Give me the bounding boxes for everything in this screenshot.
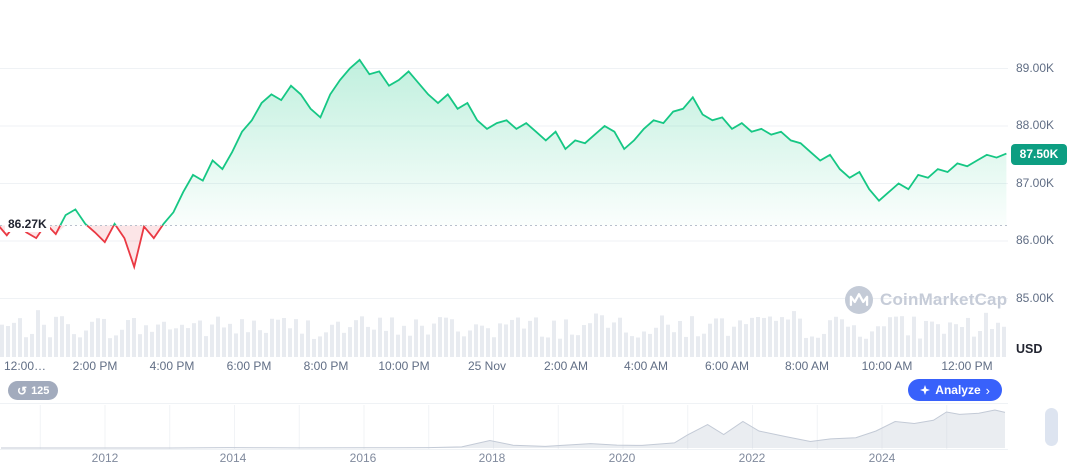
x-axis-label: 8:00 PM	[303, 359, 349, 373]
open-price-label: 86.27K	[5, 216, 50, 233]
price-area-down	[0, 225, 1007, 267]
history-icon: ↺	[17, 383, 28, 398]
y-axis-label: 86.00K	[1016, 233, 1055, 247]
minimap-year-label: 2012	[91, 451, 119, 465]
minimap-year-label: 2020	[608, 451, 636, 465]
minimap-year-labels: 2012 2014 2016 2018 2020 2022 2024	[0, 451, 1008, 466]
history-pill[interactable]: ↺ 125	[8, 381, 59, 400]
minimap-year-label: 2016	[349, 451, 377, 465]
volume-bars	[0, 310, 1006, 357]
price-area-up	[0, 59, 1007, 226]
analyze-sparkle-icon	[920, 385, 931, 395]
x-axis-label: 4:00 AM	[623, 359, 669, 373]
y-axis-label: 88.00K	[1016, 118, 1055, 132]
price-chart-svg[interactable]	[0, 0, 1008, 358]
x-axis-label: 10:00 PM	[378, 359, 430, 373]
chevron-right-icon: ›	[985, 382, 990, 398]
coinmarketcap-logo-icon	[845, 286, 873, 314]
minimap-year-label: 2014	[219, 451, 247, 465]
minimap-year-label: 2018	[478, 451, 506, 465]
history-count: 125	[31, 384, 50, 397]
chart-controls-row: ↺ 125 Analyze ›	[0, 377, 1072, 403]
minimap-year-label: 2024	[868, 451, 896, 465]
minimap-bottom-divider	[0, 449, 1008, 450]
analyze-label: Analyze	[935, 383, 981, 397]
x-axis-label: 12:00…	[3, 359, 47, 373]
x-axis-label: 2:00 PM	[72, 359, 118, 373]
current-price-badge: 87.50K	[1011, 144, 1067, 166]
x-axis-labels: 12:00… 2:00 PM 4:00 PM 6:00 PM 8:00 PM 10:00 …	[0, 359, 1008, 375]
minimap-top-divider	[0, 403, 1008, 404]
coinmarketcap-watermark: CoinMarketCap	[845, 286, 1007, 314]
minimap-year-label: 2022	[738, 451, 766, 465]
x-axis-label: 12:00 PM	[941, 359, 993, 373]
y-axis-label: 87.00K	[1016, 175, 1055, 190]
minimap-scroll-handle[interactable]	[1045, 408, 1058, 446]
main-chart-plot[interactable]: 86.27K CoinMarketCap	[0, 0, 1008, 358]
minimap-sparkline-svg[interactable]	[0, 404, 1008, 449]
minimap-line	[1, 409, 1006, 449]
x-axis-label: 6:00 AM	[704, 359, 750, 373]
x-axis-label: 4:00 PM	[149, 359, 195, 373]
x-axis-label: 6:00 PM	[226, 359, 272, 373]
y-axis-label: 85.00K	[1016, 290, 1055, 305]
y-axis-label: 89.00K	[1016, 60, 1055, 75]
x-axis-label: 8:00 AM	[784, 359, 830, 373]
minimap-range-selector[interactable]	[0, 404, 1008, 449]
x-axis-label: 25 Nov	[467, 359, 507, 373]
x-axis-label: 2:00 AM	[543, 359, 589, 373]
usd-label: USD	[1016, 342, 1043, 356]
analyze-button[interactable]: Analyze ›	[908, 379, 1002, 401]
minimap-area	[1, 410, 1005, 448]
x-axis-label: 10:00 AM	[861, 359, 913, 373]
watermark-text: CoinMarketCap	[880, 290, 1008, 309]
price-line-up	[13, 58, 1007, 226]
y-axis: 89.00K 88.00K 87.00K 86.00K 85.00K 87.50K US…	[1008, 0, 1072, 470]
